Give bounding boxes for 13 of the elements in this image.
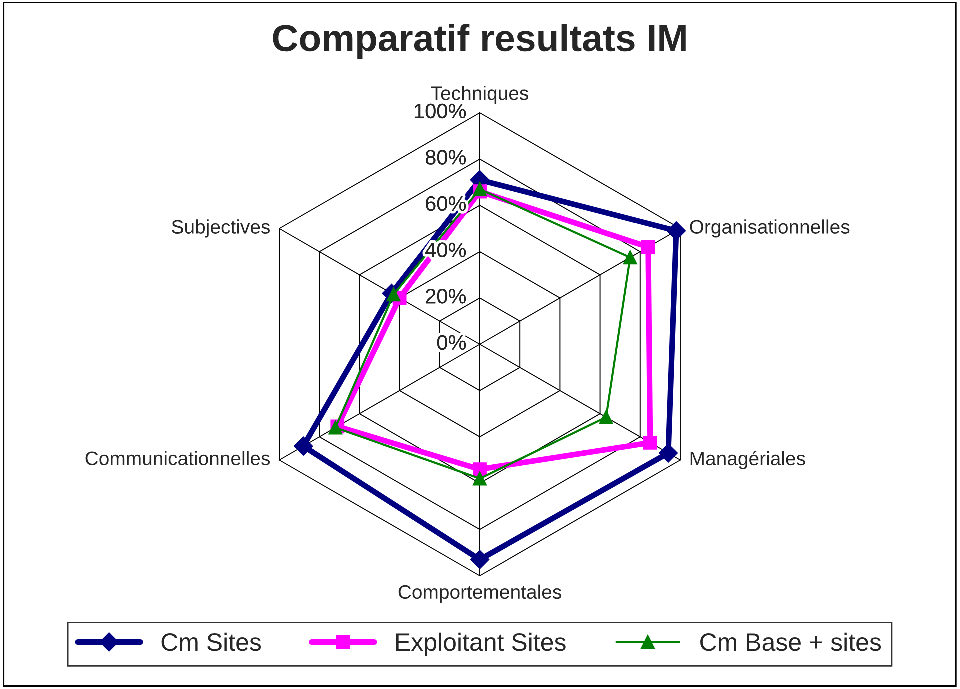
y-tick-label: 80% <box>426 150 466 165</box>
spoke-label: Managériales <box>690 451 806 470</box>
y-tick-label: 20% <box>426 289 466 304</box>
spoke-label: Techniques <box>431 86 528 104</box>
spoke-label: Organisationnelles <box>690 220 850 238</box>
y-tick-label: 100% <box>415 104 466 119</box>
spoke-label: Comportementales <box>398 584 562 603</box>
legend-label: Cm Base + sites <box>700 632 882 652</box>
spoke-label: Subjectives <box>172 220 270 238</box>
legend-label: Exploitant Sites <box>396 632 566 656</box>
spoke-label: Communicationnelles <box>86 451 270 466</box>
legend-label: Cm Sites <box>162 632 262 652</box>
chart-title: Comparatif resultats IM <box>273 24 686 60</box>
